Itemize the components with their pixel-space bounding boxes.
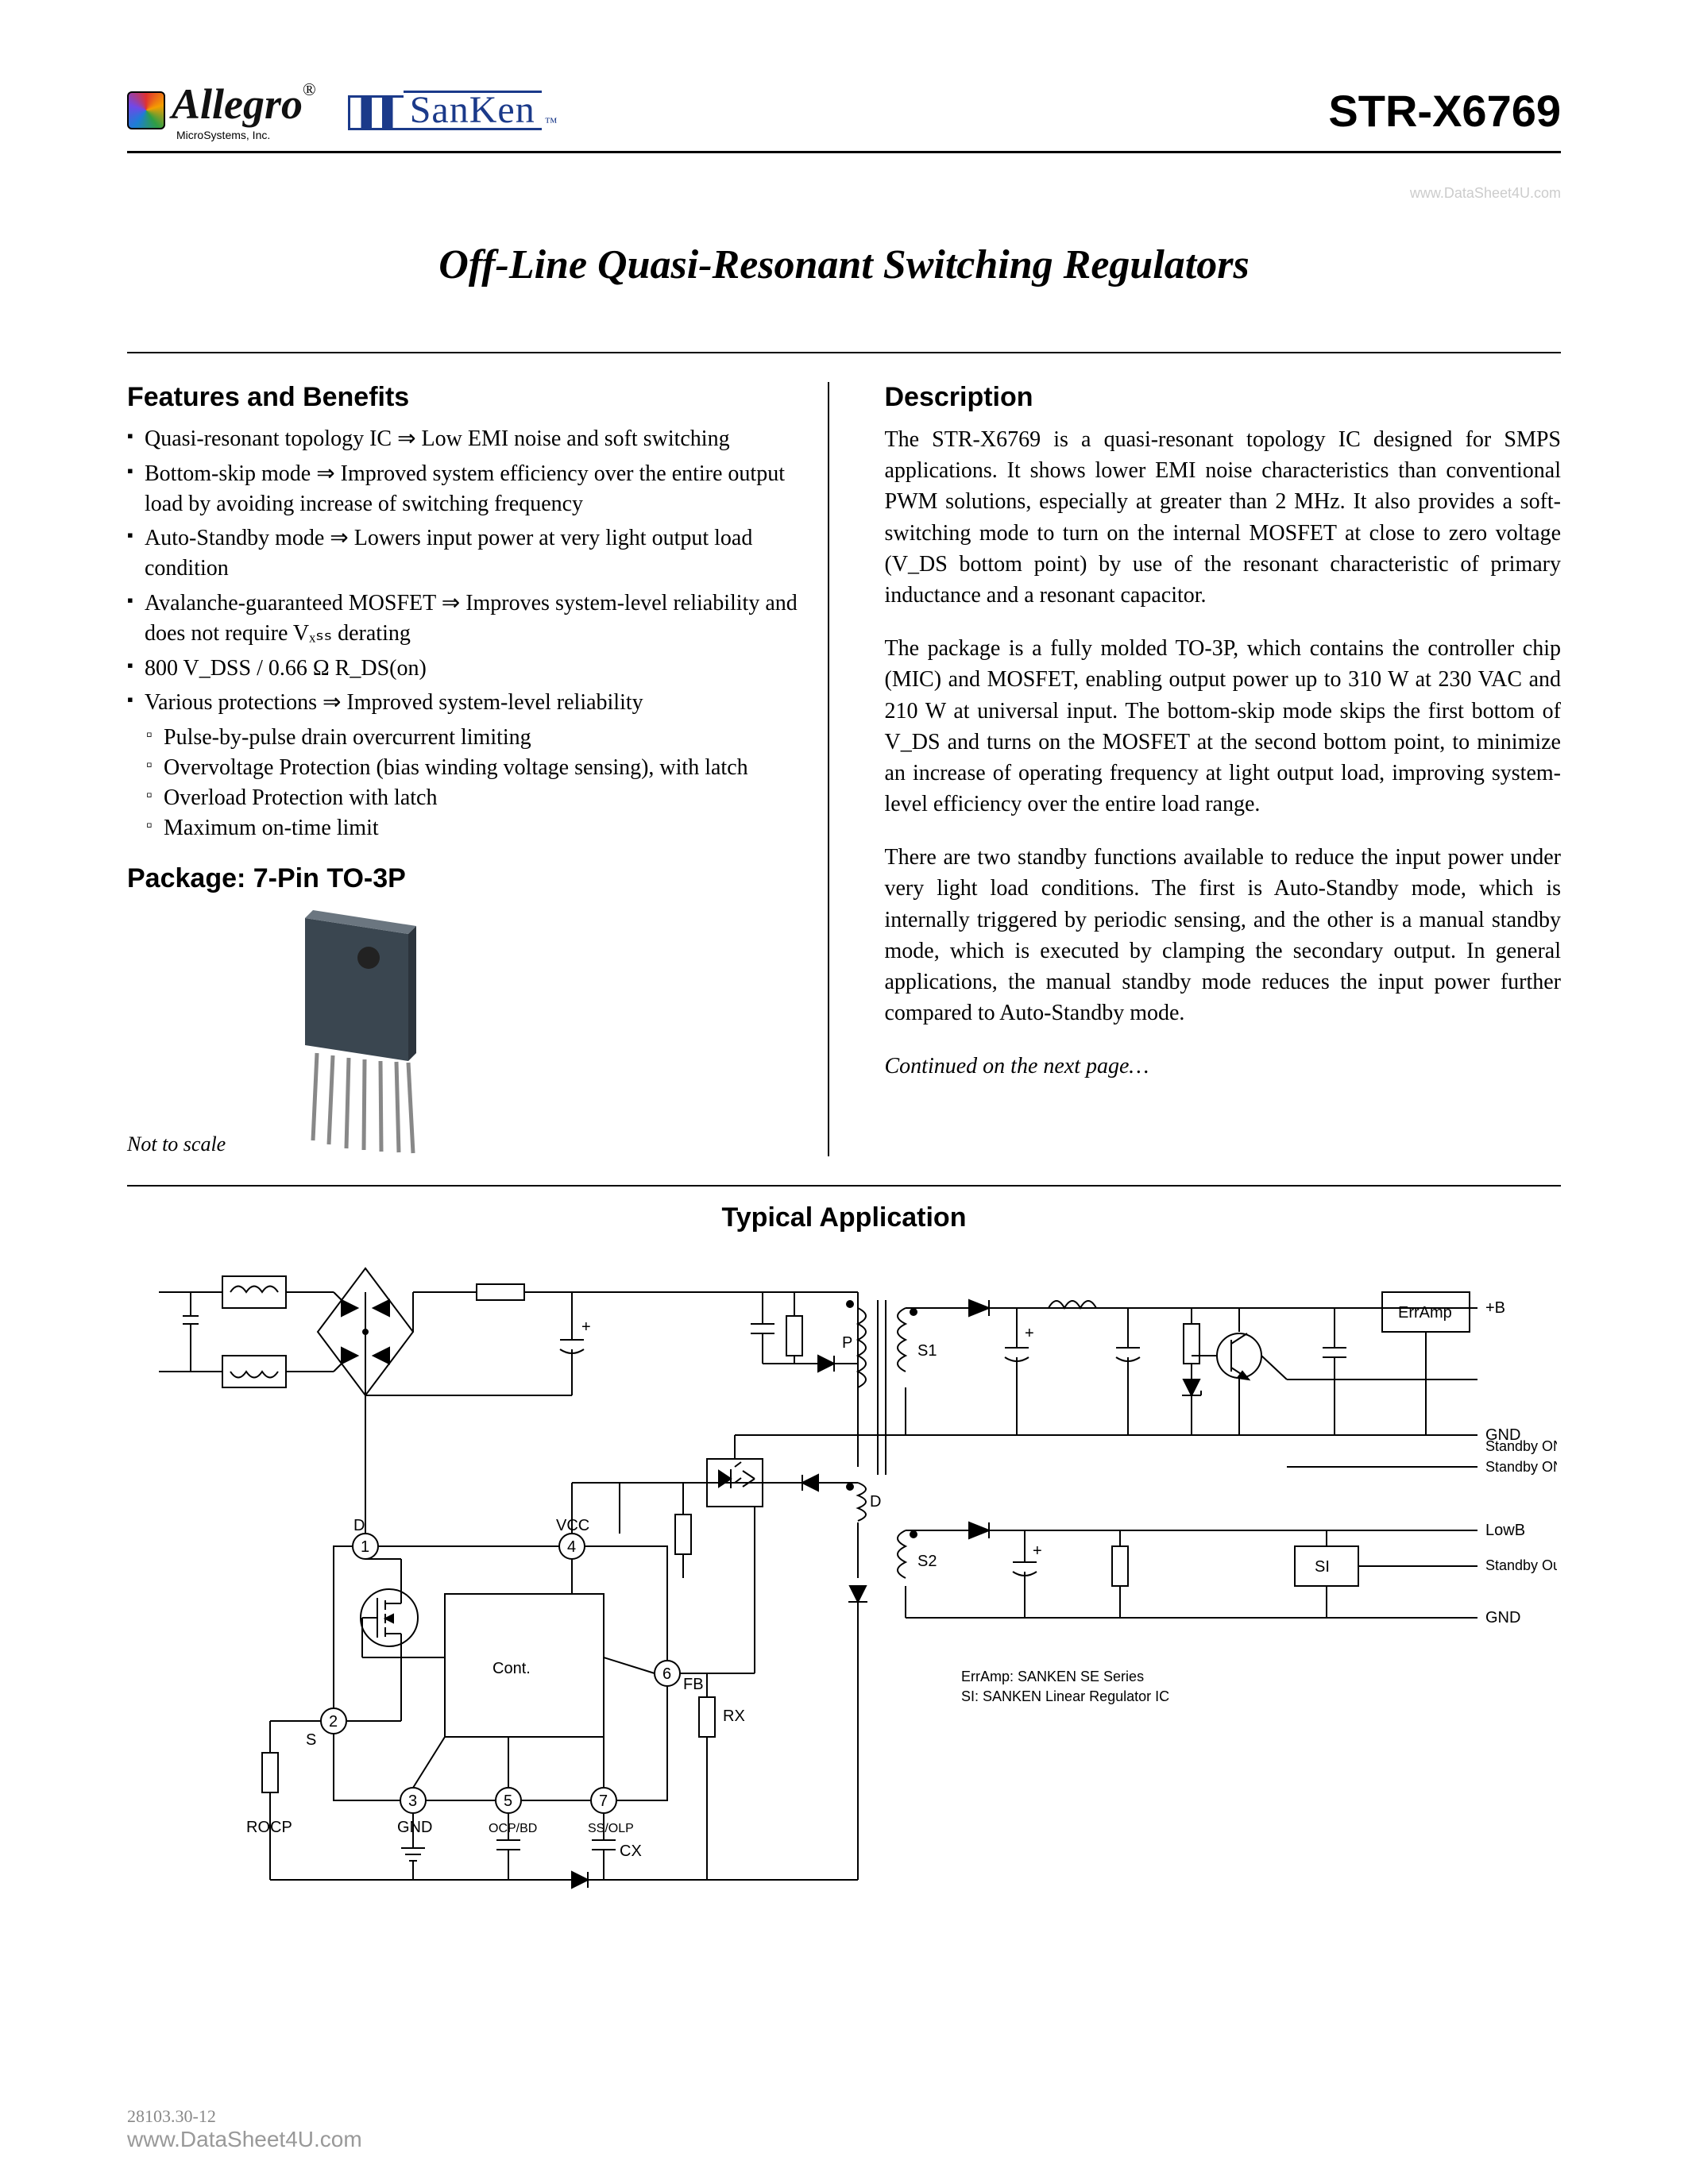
footer-watermark: www.DataSheet4U.com	[127, 2127, 1561, 2152]
svg-text:CX: CX	[620, 1843, 642, 1860]
description-p3: There are two standby functions availabl…	[885, 842, 1562, 1028]
sanken-name: SanKen	[404, 91, 542, 130]
svg-text:+: +	[581, 1318, 591, 1336]
description-p2: The package is a fully molded TO-3P, whi…	[885, 633, 1562, 820]
svg-text:D: D	[870, 1493, 881, 1511]
features-heading: Features and Benefits	[127, 382, 804, 413]
footer: 28103.30-12 www.DataSheet4U.com	[127, 2106, 1561, 2152]
svg-text:P: P	[842, 1334, 852, 1352]
svg-text:LowB: LowB	[1485, 1522, 1525, 1539]
svg-text:7: 7	[599, 1792, 608, 1810]
svg-text:4: 4	[567, 1538, 576, 1556]
part-number: STR-X6769	[1328, 85, 1561, 137]
feature-item: Avalanche-guaranteed MOSFET ⇒ Improves s…	[127, 588, 804, 649]
svg-text:SI: SI	[1315, 1558, 1330, 1576]
allegro-name: Allegro	[172, 80, 303, 128]
feature-item: Auto-Standby mode ⇒ Lowers input power a…	[127, 523, 804, 584]
feature-item: Various protections ⇒ Improved system-le…	[127, 688, 804, 718]
sub-item: Overload Protection with latch	[146, 783, 804, 813]
feature-item: Quasi-resonant topology IC ⇒ Low EMI noi…	[127, 424, 804, 454]
protections-sublist: Pulse-by-pulse drain overcurrent limitin…	[146, 723, 804, 843]
sanken-tm: ™	[545, 116, 558, 130]
svg-text:+B: +B	[1485, 1299, 1505, 1317]
title-divider	[127, 352, 1561, 353]
top-watermark: www.DataSheet4U.com	[127, 185, 1561, 202]
svg-text:5: 5	[504, 1792, 512, 1810]
sub-item: Overvoltage Protection (bias winding vol…	[146, 753, 804, 783]
svg-text:GND: GND	[1485, 1609, 1520, 1626]
svg-text:Standby ON/OFF: Standby ON/OFF	[1485, 1438, 1557, 1454]
svg-text:1: 1	[361, 1538, 369, 1556]
description-p1: The STR-X6769 is a quasi-resonant topolo…	[885, 424, 1562, 611]
package-image	[249, 902, 803, 1156]
svg-text:3: 3	[408, 1792, 417, 1810]
to3p-icon	[249, 902, 456, 1156]
sub-item: Maximum on-time limit	[146, 813, 804, 843]
package-area: Not to scale	[127, 902, 804, 1156]
features-list: Quasi-resonant topology IC ⇒ Low EMI noi…	[127, 424, 804, 718]
svg-text:+: +	[1033, 1542, 1042, 1560]
svg-text:OCP/BD: OCP/BD	[489, 1822, 537, 1835]
sanken-logo: SanKen ™	[348, 91, 558, 130]
feature-item: 800 V_DSS / 0.66 Ω R_DS(on)	[127, 654, 804, 684]
feature-item: Bottom-skip mode ⇒ Improved system effic…	[127, 459, 804, 519]
svg-text:D: D	[353, 1517, 365, 1534]
page-header: Allegro® MicroSystems, Inc. SanKen ™ STR…	[127, 79, 1561, 153]
svg-text:S2: S2	[917, 1553, 937, 1570]
logo-row: Allegro® MicroSystems, Inc. SanKen ™	[127, 79, 557, 141]
svg-text:6: 6	[662, 1665, 671, 1683]
typical-app-heading: Typical Application	[127, 1202, 1561, 1233]
svg-text:Standby ON/OFF: Standby ON/OFF	[1485, 1459, 1557, 1475]
mid-divider	[127, 1185, 1561, 1187]
schematic-svg: + P S1 + ErrAmp +B GND	[127, 1244, 1557, 1912]
package-caption: Not to scale	[127, 1133, 226, 1156]
svg-text:Cont.: Cont.	[492, 1660, 531, 1677]
allegro-reg: ®	[303, 79, 316, 99]
right-column: Description The STR-X6769 is a quasi-res…	[861, 382, 1562, 1156]
footer-code: 28103.30-12	[127, 2106, 1561, 2127]
svg-text:VCC: VCC	[556, 1517, 589, 1534]
svg-text:2: 2	[329, 1713, 338, 1731]
left-column: Features and Benefits Quasi-resonant top…	[127, 382, 829, 1156]
continued-note: Continued on the next page…	[885, 1051, 1562, 1082]
svg-text:ROCP: ROCP	[246, 1819, 292, 1836]
svg-text:GND: GND	[397, 1819, 432, 1836]
page-title: Off-Line Quasi-Resonant Switching Regula…	[127, 241, 1561, 288]
description-heading: Description	[885, 382, 1562, 413]
schematic-diagram: + P S1 + ErrAmp +B GND	[127, 1244, 1561, 1920]
svg-text:SS/OLP: SS/OLP	[588, 1822, 634, 1835]
package-heading: Package: 7-Pin TO-3P	[127, 863, 804, 894]
svg-text:S1: S1	[917, 1342, 937, 1360]
svg-text:ErrAmp: ErrAmp	[1398, 1304, 1452, 1322]
allegro-chip-icon	[127, 91, 165, 129]
allegro-subtitle: MicroSystems, Inc.	[176, 129, 316, 141]
sanken-bars-icon	[348, 95, 404, 130]
svg-text:Standby Out: Standby Out	[1485, 1557, 1557, 1573]
svg-text:+: +	[1025, 1325, 1034, 1342]
main-columns: Features and Benefits Quasi-resonant top…	[127, 382, 1561, 1156]
svg-text:S: S	[306, 1731, 316, 1749]
allegro-logo: Allegro® MicroSystems, Inc.	[127, 79, 316, 141]
svg-text:FB: FB	[683, 1676, 704, 1693]
svg-text:RX: RX	[723, 1707, 745, 1725]
sub-item: Pulse-by-pulse drain overcurrent limitin…	[146, 723, 804, 753]
svg-text:ErrAmp: SANKEN SE Series: ErrAmp: SANKEN SE Series	[961, 1669, 1144, 1684]
svg-text:SI: SANKEN Linear Regulator I: SI: SANKEN Linear Regulator IC	[961, 1688, 1169, 1704]
